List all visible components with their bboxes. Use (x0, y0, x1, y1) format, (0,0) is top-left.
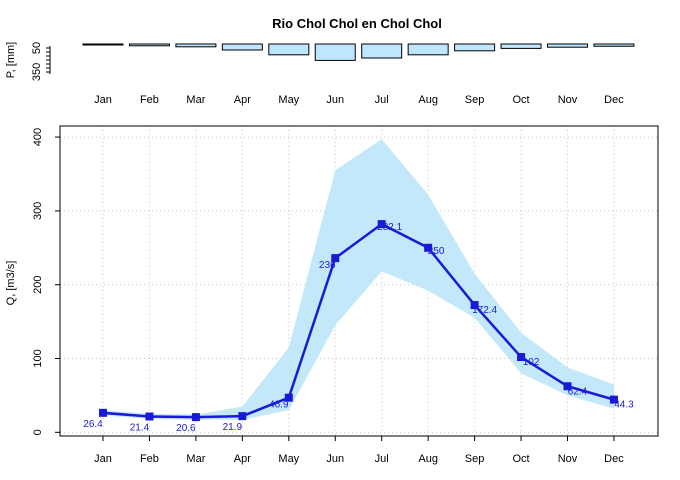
discharge-point-may (284, 393, 293, 402)
discharge-point-mar (191, 413, 200, 422)
discharge-data-label: 172.4 (472, 305, 497, 316)
discharge-data-label: 102 (523, 357, 540, 368)
discharge-panel: Q, [m3/s] 26.4 21.4 20.6 21.9 46.9 236 282.1 25… (5, 125, 659, 465)
discharge-ylabel: Q, [m3/s] (5, 261, 17, 306)
discharge-data-label: 62.4 (568, 386, 588, 397)
precip-bar-may (268, 43, 310, 56)
precip-bars (82, 43, 635, 61)
precip-ylabel: P, [mm] (5, 42, 17, 78)
discharge-point-jan (99, 408, 107, 417)
precip-x-tick-label: Nov (558, 94, 578, 106)
precip-x-tick-label: May (278, 94, 299, 106)
discharge-data-label: 44.3 (614, 400, 634, 411)
discharge-point-dec (609, 395, 618, 404)
precip-bar-aug (407, 43, 449, 56)
precip-x-tick-label: Mar (186, 94, 205, 106)
precip-bar-nov (547, 43, 588, 48)
precip-x-tick-label: Oct (512, 94, 529, 106)
discharge-data-label: 282.1 (377, 222, 402, 233)
discharge-y-tick-label: 0 (32, 429, 44, 435)
discharge-x-tick-label: Aug (418, 453, 438, 465)
precip-bar-apr (221, 43, 263, 51)
precip-x-tick-label: Feb (140, 94, 159, 106)
discharge-data-label: 236 (319, 260, 336, 271)
discharge-data-label: 20.6 (176, 423, 196, 434)
precip-bar-dec (593, 43, 635, 47)
precip-x-tick-label: Aug (418, 94, 438, 106)
precip-bar-mar (175, 43, 217, 48)
discharge-y-tick-label: 300 (32, 202, 44, 220)
discharge-x-tick-label: Jun (326, 453, 344, 465)
discharge-data-label: 21.9 (223, 422, 243, 433)
discharge-x-tick-label: Dec (604, 453, 624, 465)
discharge-point-jul (377, 220, 386, 229)
discharge-point-sep (470, 301, 479, 310)
precip-bar-jun (314, 43, 356, 61)
discharge-y-tick-label: 100 (32, 349, 44, 367)
precip-x-tick-label: Jul (375, 94, 389, 106)
discharge-x-tick-label: Apr (234, 453, 251, 465)
precip-bar-jan (82, 43, 124, 46)
discharge-range-band (103, 139, 614, 420)
discharge-x-tick-label: Sep (465, 453, 485, 465)
discharge-point-jun (331, 254, 340, 263)
precip-panel: P, [mm] 50 350 Jan Feb Mar Apr May Jun Jul Aug Se… (5, 42, 635, 106)
discharge-y-tick-label: 400 (32, 128, 44, 146)
discharge-x-tick-label: Feb (140, 453, 159, 465)
precip-x-tick-label: Dec (604, 94, 624, 106)
discharge-x-tick-label: Mar (186, 453, 205, 465)
discharge-point-nov (563, 382, 572, 391)
precip-y-tick-label: 350 (31, 63, 43, 81)
discharge-y-tick-label: 200 (32, 276, 44, 294)
precip-x-tick-label: Jan (94, 94, 112, 106)
plot-frame (59, 125, 659, 437)
discharge-line (102, 222, 615, 419)
precip-y-tick-label: 50 (31, 42, 43, 54)
precip-bar-feb (128, 43, 170, 47)
discharge-data-label: 26.4 (83, 419, 103, 430)
discharge-points (99, 220, 618, 422)
discharge-data-labels: 26.4 21.4 20.6 21.9 46.9 236 282.1 250 172.4 102 6… (83, 222, 634, 434)
discharge-x-tick-label: May (278, 453, 299, 465)
discharge-point-aug (424, 243, 433, 252)
discharge-x-tick-label: Jan (94, 453, 112, 465)
discharge-x-tick-label: Jul (375, 453, 389, 465)
chart-title: Rio Chol Chol en Chol Chol (272, 16, 442, 31)
precip-y-axis: 50 350 (31, 42, 51, 81)
precip-x-axis: Jan Feb Mar Apr May Jun Jul Aug Sep Oct Nov Dec (94, 94, 624, 106)
discharge-x-tick-label: Nov (558, 453, 578, 465)
discharge-point-feb (145, 412, 154, 421)
discharge-data-label: 46.9 (269, 400, 289, 411)
precip-bar-jul (361, 43, 403, 59)
discharge-data-label: 250 (428, 246, 445, 257)
precip-x-tick-label: Jun (326, 94, 344, 106)
precip-bar-oct (500, 43, 542, 49)
precip-bar-sep (454, 43, 496, 52)
precip-x-tick-label: Sep (465, 94, 485, 106)
discharge-point-oct (517, 353, 526, 362)
discharge-y-axis: 0 100 200 300 400 (32, 128, 60, 435)
discharge-data-label: 21.4 (130, 423, 150, 434)
precip-x-tick-label: Apr (234, 94, 251, 106)
discharge-x-tick-label: Oct (512, 453, 529, 465)
discharge-point-apr (238, 412, 247, 421)
discharge-x-axis: Jan Feb Mar Apr May Jun Jul Aug Sep Oct Nov Dec (94, 436, 624, 465)
